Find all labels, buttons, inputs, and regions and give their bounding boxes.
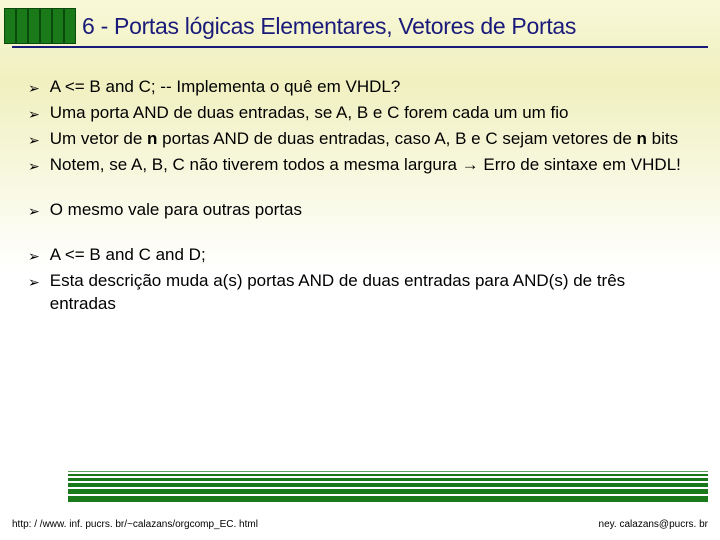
- decorative-bar: [4, 8, 16, 44]
- decorative-bar: [64, 8, 76, 44]
- bullet-item: ➢ A <= B and C and D;: [28, 244, 692, 267]
- bullet-marker-icon: ➢: [28, 131, 40, 150]
- slide-header: 6 - Portas lógicas Elementares, Vetores …: [0, 0, 720, 44]
- bullet-marker-icon: ➢: [28, 105, 40, 124]
- bullet-item: ➢ Notem, se A, B, C não tiverem todos a m…: [28, 154, 692, 177]
- decorative-bar: [52, 8, 64, 44]
- bullet-marker-icon: ➢: [28, 247, 40, 266]
- bullet-marker-icon: ➢: [28, 79, 40, 98]
- decorative-bar: [28, 8, 40, 44]
- bullet-group: ➢ A <= B and C and D; ➢ Esta descrição muda…: [28, 244, 692, 316]
- bullet-marker-icon: ➢: [28, 273, 40, 292]
- bullet-text: Um vetor de n portas AND de duas entrada…: [50, 128, 678, 151]
- bullet-text: O mesmo vale para outras portas: [50, 199, 302, 222]
- bullet-marker-icon: ➢: [28, 157, 40, 176]
- bullet-item: ➢ A <= B and C; -- Implementa o quê em VH…: [28, 76, 692, 99]
- bullet-text: Esta descrição muda a(s) portas AND de d…: [50, 270, 692, 316]
- bullet-group: ➢ A <= B and C; -- Implementa o quê em VH…: [28, 76, 692, 177]
- bullet-text: A <= B and C; -- Implementa o quê em VHD…: [50, 76, 401, 99]
- bullet-item: ➢ Esta descrição muda a(s) portas AND de …: [28, 270, 692, 316]
- bullet-text: A <= B and C and D;: [50, 244, 206, 267]
- slide-content: ➢ A <= B and C; -- Implementa o quê em VH…: [0, 48, 720, 316]
- decorative-bars: [4, 8, 76, 44]
- slide-title: 6 - Portas lógicas Elementares, Vetores …: [82, 13, 576, 40]
- bullet-text: Notem, se A, B, C não tiverem todos a me…: [50, 154, 681, 177]
- bullet-text: Uma porta AND de duas entradas, se A, B …: [50, 102, 569, 125]
- bullet-group: ➢ O mesmo vale para outras portas: [28, 199, 692, 222]
- bullet-item: ➢ Um vetor de n portas AND de duas entrad…: [28, 128, 692, 151]
- bullet-item: ➢ Uma porta AND de duas entradas, se A, B…: [28, 102, 692, 125]
- decorative-bar: [40, 8, 52, 44]
- footer-url: http: / /www. inf. pucrs. br/~calazans/o…: [12, 519, 258, 530]
- bullet-marker-icon: ➢: [28, 202, 40, 221]
- footer-email: ney. calazans@pucrs. br: [599, 519, 708, 530]
- bullet-item: ➢ O mesmo vale para outras portas: [28, 199, 692, 222]
- footer-row: http: / /www. inf. pucrs. br/~calazans/o…: [12, 519, 708, 530]
- decorative-bar: [16, 8, 28, 44]
- footer-stripes: [68, 471, 708, 504]
